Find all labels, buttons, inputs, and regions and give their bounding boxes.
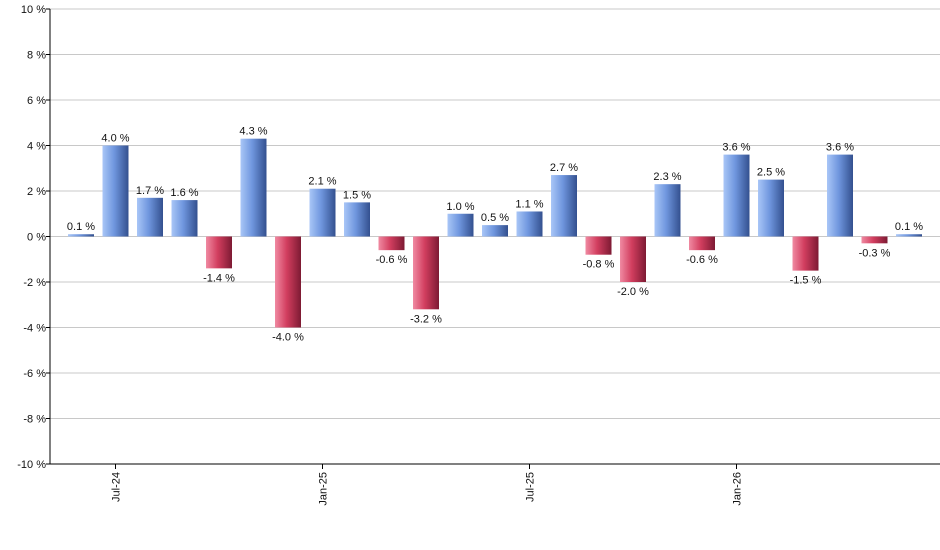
bar-value-label: -3.2 %	[410, 313, 442, 325]
bar	[689, 236, 715, 251]
bar-value-label: 1.0 %	[446, 201, 474, 213]
bar	[344, 202, 370, 237]
y-tick-label: -2 %	[23, 277, 46, 289]
bar-value-label: 0.1 %	[895, 221, 923, 233]
x-axis-tick-labels: Jul-24 Jan-25 Jul-25 Jan-26	[111, 464, 744, 506]
x-tick-label: Jan-25	[318, 472, 330, 506]
bar-value-label: 4.0 %	[101, 133, 129, 145]
bar	[240, 138, 267, 237]
bar	[309, 188, 336, 237]
y-tick-label: 0 %	[27, 232, 46, 244]
y-tick-label: 4 %	[27, 141, 46, 153]
bar	[516, 211, 543, 237]
bar	[447, 213, 474, 237]
bar-value-label: 0.5 %	[481, 212, 509, 224]
y-tick-label: -4 %	[23, 323, 46, 335]
bar-value-label: -0.6 %	[686, 254, 718, 266]
bar-value-label: -0.3 %	[859, 247, 891, 259]
bar-value-label: -2.0 %	[617, 286, 649, 298]
y-axis-tick-labels: 10 % 8 % 6 % 4 % 2 % 0 % -2 % -4 % -6 % -8 % -10 %	[17, 4, 46, 471]
bar-value-label: 2.1 %	[308, 176, 336, 188]
y-tick-label: 2 %	[27, 186, 46, 198]
bar	[896, 234, 922, 237]
bar	[723, 154, 750, 237]
bar	[137, 197, 163, 237]
bar-value-label: 3.6 %	[826, 142, 854, 154]
bar-value-label: 3.6 %	[722, 142, 750, 154]
bar	[654, 184, 681, 237]
bar-value-label: 1.1 %	[515, 198, 543, 210]
bar	[620, 236, 646, 282]
bar	[102, 145, 129, 237]
bar	[68, 234, 94, 237]
bar	[171, 200, 198, 237]
bar-value-label: 4.3 %	[239, 126, 267, 138]
x-tick-label: Jul-24	[111, 472, 123, 502]
y-tick-label: 8 %	[27, 50, 46, 62]
bar	[206, 236, 232, 269]
axes	[49, 9, 940, 465]
bar	[378, 236, 405, 251]
bar	[861, 236, 888, 244]
bar-value-label: 1.6 %	[170, 187, 198, 199]
y-tick-label: -6 %	[23, 368, 46, 380]
bar-value-label: 0.1 %	[67, 221, 95, 233]
x-tick-label: Jan-26	[732, 472, 744, 506]
bar-value-label: 1.5 %	[343, 189, 371, 201]
y-tick-label: 6 %	[27, 95, 46, 107]
bar	[482, 225, 508, 237]
bar	[413, 236, 439, 310]
bar-value-label: 2.3 %	[653, 171, 681, 183]
x-tick-label: Jul-25	[525, 472, 537, 502]
bar-value-label: -1.5 %	[790, 275, 822, 287]
bar	[551, 175, 577, 237]
bar	[275, 236, 301, 328]
bar-value-label: -4.0 %	[272, 332, 304, 344]
bar-value-label: 1.7 %	[136, 185, 164, 197]
y-tick-label: -10 %	[17, 459, 46, 471]
bar-value-label: 2.5 %	[757, 167, 785, 179]
bar	[585, 236, 612, 255]
bar-value-label: -0.6 %	[376, 254, 408, 266]
bar-data-labels: 0.1 % 4.0 % 1.7 % 1.6 % -1.4 % 4.3 % -4.0 % 2.1…	[67, 126, 923, 344]
y-tick-label: -8 %	[23, 414, 46, 426]
bar	[792, 236, 819, 271]
y-tick-label: 10 %	[21, 4, 46, 16]
bar	[758, 179, 784, 237]
bar-value-label: -1.4 %	[203, 272, 235, 284]
bars	[68, 138, 922, 328]
bar	[827, 154, 853, 237]
bar-value-label: 2.7 %	[550, 162, 578, 174]
bar-value-label: -0.8 %	[583, 259, 615, 271]
